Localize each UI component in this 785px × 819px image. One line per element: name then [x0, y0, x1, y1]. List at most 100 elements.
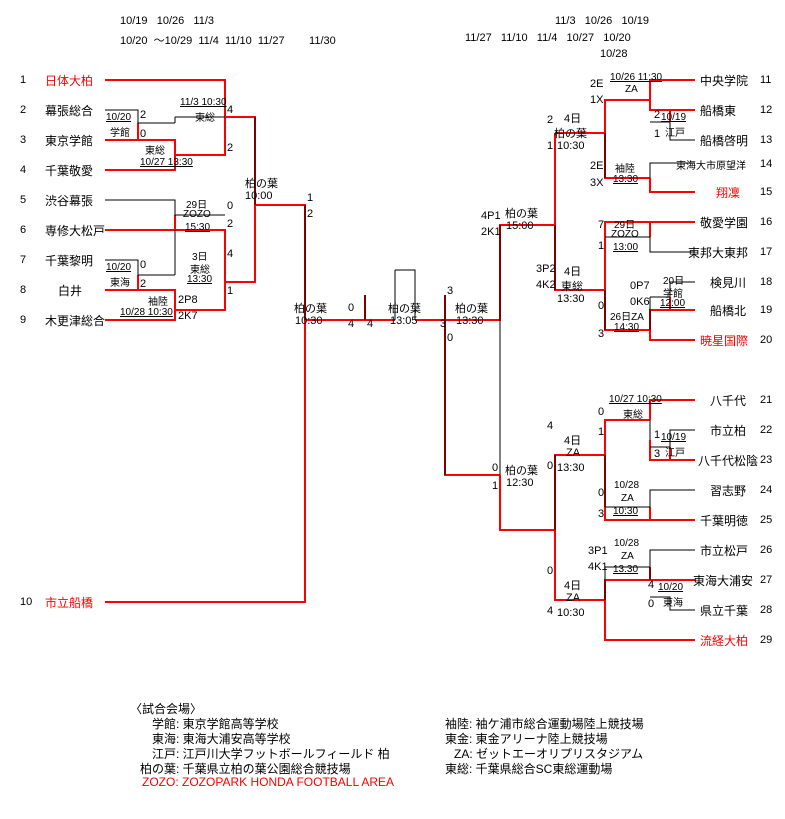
score: 4: [227, 104, 233, 116]
venue: ZOZO: ZOZOPARK HONDA FOOTBALL AREA: [142, 775, 394, 789]
seed: 26: [760, 544, 772, 556]
match-label: ZA: [566, 447, 580, 459]
match-label: 10:30: [557, 140, 585, 152]
team-name: 東海大浦安: [693, 572, 753, 589]
match-label: 13:30: [557, 293, 585, 305]
seed: 3: [20, 134, 26, 146]
match-label: 10/20: [658, 582, 683, 593]
team-name: 県立千葉: [700, 602, 748, 619]
score: 1: [547, 140, 553, 152]
match-label: 10/19: [661, 112, 686, 123]
score: 2: [140, 109, 146, 121]
hdr-r1: 11/3 10/26 10/19: [555, 15, 649, 27]
seed: 2: [20, 104, 26, 116]
match-label: 11/3 10:30: [180, 97, 227, 108]
team-name: 市立柏: [710, 422, 746, 439]
venue: 東総: 千葉県総合SC東総運動場: [445, 760, 612, 777]
match-label: 東総: [561, 278, 583, 294]
match-label: 10/28 10:30: [120, 307, 173, 318]
score: 2P8: [178, 294, 198, 306]
score: 2E: [590, 78, 603, 90]
score: 2: [227, 218, 233, 230]
seed: 4: [20, 164, 26, 176]
match-label: 13:00: [613, 242, 638, 253]
score: 3: [598, 508, 604, 520]
match-label: 13:30: [187, 274, 212, 285]
score: 0: [227, 200, 233, 212]
team-name: 船橋啓明: [700, 132, 748, 149]
score: 1: [654, 429, 660, 441]
team-name: 渋谷幕張: [45, 192, 93, 209]
match-label: 東海: [110, 274, 130, 289]
score: 0: [492, 462, 498, 474]
seed: 7: [20, 254, 26, 266]
seed: 12: [760, 104, 772, 116]
seed: 10: [20, 596, 32, 608]
team-name: 敬愛学園: [700, 214, 748, 231]
match-label: 袖陸: [148, 293, 168, 308]
score: 2: [547, 114, 553, 126]
score: 3: [598, 328, 604, 340]
team-name: 八千代松陰: [698, 452, 758, 469]
score: 0: [447, 332, 453, 344]
score: 3: [447, 285, 453, 297]
match-label: 13:30: [613, 174, 638, 185]
score: 2E: [590, 160, 603, 172]
team-name: 流経大柏: [700, 632, 748, 649]
score: 1: [654, 128, 660, 140]
team-name: 翔凜: [716, 184, 740, 201]
seed: 11: [760, 74, 771, 86]
seed: 5: [20, 194, 26, 206]
match-label: 柏の葉: [455, 300, 488, 316]
score: 1: [307, 192, 313, 204]
score: 0: [648, 598, 654, 610]
score: 3: [654, 448, 660, 460]
match-label: 柏の葉: [554, 125, 587, 141]
seed: 15: [760, 186, 772, 198]
match-label: 15:30: [185, 222, 210, 233]
match-label: 10/28: [614, 538, 639, 549]
seed: 18: [760, 276, 772, 288]
team-name: 検見川: [710, 274, 746, 291]
score: 0P7: [630, 280, 650, 292]
team-name: 東邦大東邦: [688, 244, 748, 261]
score: 0: [348, 302, 354, 314]
score: 0: [598, 300, 604, 312]
match-label: 東総: [623, 406, 643, 421]
match-label: 学館: [110, 124, 130, 139]
seed: 23: [760, 454, 772, 466]
score: 4: [367, 318, 373, 330]
seed: 24: [760, 484, 772, 496]
match-label: 10:30: [295, 315, 323, 327]
match-label: 柏の葉: [388, 300, 421, 316]
score: 2K1: [481, 226, 501, 238]
match-label: ZA: [566, 592, 580, 604]
score: 0: [547, 460, 553, 472]
match-label: ZA: [621, 493, 634, 504]
team-name: 暁星国際: [700, 332, 748, 349]
seed: 25: [760, 514, 772, 526]
seed: 9: [20, 314, 26, 326]
score: 3P2: [536, 263, 556, 275]
score: 2: [227, 142, 233, 154]
match-label: 4日: [564, 263, 581, 279]
seed: 13: [760, 134, 772, 146]
match-label: 10/20: [106, 262, 131, 273]
score: 1X: [590, 94, 603, 106]
score: 1: [227, 285, 233, 297]
match-label: 10/27 10:30: [609, 394, 662, 405]
score: 4: [547, 420, 553, 432]
match-label: 4日: [564, 432, 581, 448]
team-name: 中央学院: [700, 72, 748, 89]
score: 0: [140, 259, 146, 271]
match-label: 13:30: [456, 315, 484, 327]
team-name: 専修大松戸: [45, 222, 105, 239]
score: 3X: [590, 177, 603, 189]
match-label: 10/20: [106, 112, 131, 123]
seed: 22: [760, 424, 772, 436]
seed: 19: [760, 304, 772, 316]
score: 4K2: [536, 279, 556, 291]
match-label: 4日: [564, 110, 581, 126]
match-label: ZA: [621, 551, 634, 562]
match-label: ZOZO: [611, 229, 639, 240]
